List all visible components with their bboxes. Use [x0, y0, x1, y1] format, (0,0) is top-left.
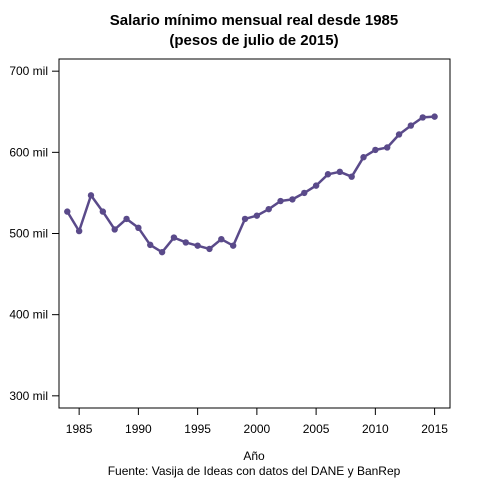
data-point — [87, 192, 95, 199]
data-point — [170, 234, 178, 241]
data-point — [194, 242, 201, 249]
data-point — [265, 205, 272, 213]
data-point — [147, 241, 154, 249]
data-point — [395, 131, 403, 138]
data-point — [111, 226, 118, 233]
data-point — [75, 227, 83, 235]
data-point — [135, 224, 142, 232]
plot-frame — [58, 58, 451, 409]
x-tick-label: 2000 — [244, 422, 271, 436]
data-point — [241, 215, 249, 223]
source-caption: Fuente: Vasija de Ideas con datos del DA… — [108, 464, 401, 478]
data-point — [218, 235, 225, 243]
y-axis: 300 mil 400 mil 500 mil 600 mil 700 mil — [9, 64, 59, 403]
y-tick-label: 400 mil — [9, 308, 48, 322]
data-point — [182, 239, 189, 246]
data-point — [384, 144, 391, 151]
series-line — [66, 115, 435, 254]
x-axis: 1985 1990 1995 2000 2005 2010 2015 — [66, 408, 448, 436]
x-tick-label: 1995 — [184, 422, 211, 436]
x-tick-label: 1990 — [125, 422, 152, 436]
data-point — [312, 182, 320, 189]
data-point — [158, 248, 166, 256]
data-point — [64, 208, 71, 215]
x-tick-label: 2010 — [362, 422, 389, 436]
data-point — [419, 114, 426, 121]
data-point — [348, 173, 355, 180]
x-tick-label: 2015 — [421, 422, 448, 436]
y-tick-label: 700 mil — [9, 64, 48, 78]
x-tick-label: 2005 — [303, 422, 330, 436]
data-point — [407, 122, 415, 129]
data-point — [123, 215, 130, 223]
y-tick-label: 300 mil — [9, 389, 48, 403]
series-group — [64, 113, 438, 256]
x-tick-label: 1985 — [66, 422, 93, 436]
chart-title-line2: (pesos de julio de 2015) — [169, 32, 338, 49]
data-point — [360, 154, 367, 161]
data-point — [431, 113, 438, 120]
y-tick-label: 600 mil — [9, 145, 48, 159]
data-point — [301, 189, 308, 197]
y-tick-label: 500 mil — [9, 227, 48, 241]
data-point — [206, 245, 213, 253]
x-axis-title: Año — [243, 449, 265, 463]
data-point — [372, 146, 379, 154]
chart-title-line1: Salario mínimo mensual real desde 1985 — [110, 12, 398, 29]
data-point — [336, 168, 344, 176]
data-point — [99, 208, 107, 215]
data-point — [277, 197, 284, 205]
data-point — [229, 242, 237, 249]
data-point — [253, 212, 261, 219]
data-point — [324, 171, 332, 178]
data-point — [289, 196, 296, 203]
